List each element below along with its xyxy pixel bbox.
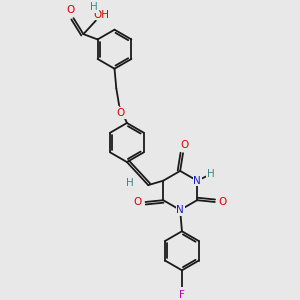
Text: H: H [90,2,98,12]
Text: O: O [181,140,189,150]
Text: O: O [117,108,125,118]
Text: OH: OH [93,10,109,20]
Text: N: N [176,205,184,215]
Text: H: H [126,178,134,188]
Text: N: N [193,176,201,186]
Text: O: O [218,197,227,207]
Text: H: H [207,169,214,179]
Text: O: O [134,197,142,207]
Text: O: O [67,5,75,15]
Text: F: F [179,290,185,300]
